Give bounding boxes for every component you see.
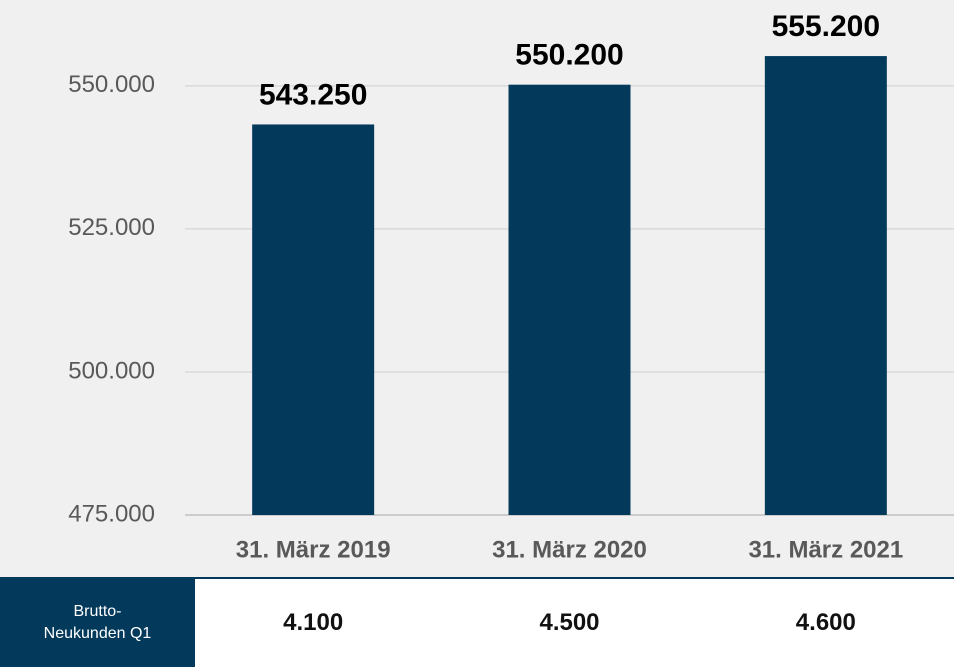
x-tick-label: 31. März 2020	[492, 536, 647, 563]
table-cell: 4.100	[283, 609, 344, 636]
value-label: 550.200	[515, 39, 623, 72]
table-cell: 4.600	[795, 609, 856, 636]
bar	[764, 56, 887, 515]
table-cell: 4.500	[539, 609, 600, 636]
bar	[508, 84, 631, 515]
y-tick-label: 525.000	[68, 214, 155, 241]
y-tick-label: 475.000	[68, 500, 155, 527]
table: Brutto-Neukunden Q1 4.100 4.500 4.600	[0, 577, 954, 667]
table-header: Brutto-Neukunden Q1	[0, 579, 195, 667]
y-tick-label: 500.000	[68, 357, 155, 384]
x-tick-label: 31. März 2021	[748, 536, 903, 563]
value-label: 543.250	[259, 78, 367, 111]
chart: 475.000 500.000 525.000 550.000 543.250 31. M…	[68, 10, 954, 563]
value-label: 555.200	[772, 10, 880, 43]
bar	[252, 124, 375, 515]
x-tick-label: 31. März 2019	[236, 536, 391, 563]
y-tick-label: 550.000	[68, 71, 155, 98]
